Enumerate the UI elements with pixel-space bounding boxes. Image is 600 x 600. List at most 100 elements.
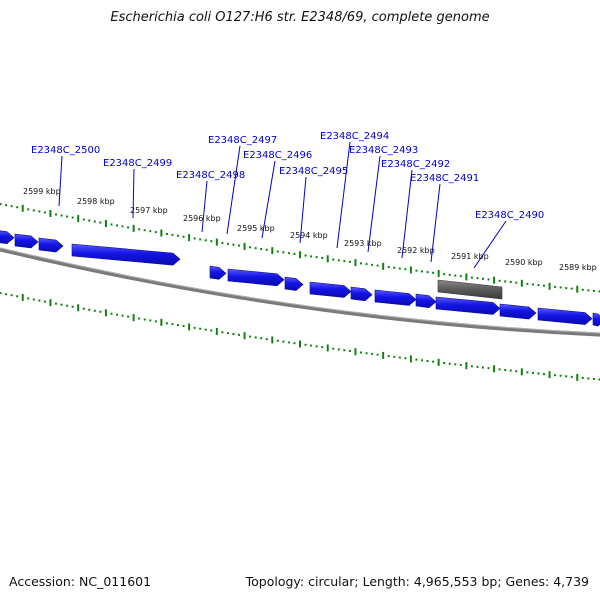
scale-dot [43,300,46,303]
gene-arrow [209,265,227,280]
scale-dot [254,336,257,339]
scale-tick-label: 2592 kbp [397,246,435,255]
scale-dot [554,374,557,377]
scale-dot [432,271,435,274]
scale-dot [110,312,113,315]
scale-dot [376,264,379,267]
scale-dot [598,290,600,293]
scale-dot [543,284,545,287]
scale-dot [476,365,479,368]
scale-dot [0,292,2,295]
scale-dot [82,218,85,221]
scale-dot [238,244,240,247]
scale-dot [66,304,69,307]
scale-dot [99,221,102,224]
scale-dot [276,339,279,342]
scale-dot [337,348,340,351]
scale-dot [487,367,490,370]
scale-dot [82,307,85,310]
scale-dot [387,355,390,358]
scale-dot [43,211,46,214]
genome-backbone-highlight [0,247,600,334]
gene-label[interactable]: E2348C_2499 [103,158,172,169]
gene-arrow [592,312,600,327]
scale-dot [470,276,473,279]
scale-dot [537,284,540,287]
scale-dot [559,374,562,377]
scale-dot [415,269,418,272]
scale-dot [321,346,324,349]
scale-dot [165,322,168,325]
scale-dot [315,345,318,348]
scale-dot [443,362,446,365]
scale-dot [337,259,340,262]
gene-arrow [374,289,417,306]
scale-dot [332,347,335,350]
scale-dot [531,371,534,374]
scale-dot [470,365,473,368]
scale-dot [5,293,8,296]
scale-dot [581,288,584,291]
scale-dot [282,251,285,254]
scale-dot [487,278,490,281]
scale-dot [38,299,41,302]
gene-label[interactable]: E2348C_2495 [279,166,348,177]
scale-dot [121,314,124,317]
scale-dot [287,341,290,344]
scale-dot [304,343,307,346]
scale-dot [199,238,202,241]
scale-tick-label: 2597 kbp [130,206,168,215]
scale-dot [282,340,285,343]
scale-dot [71,216,74,219]
scale-dot [27,208,30,211]
scale-dot [371,263,374,266]
gene-label[interactable]: E2348C_2498 [176,170,245,181]
scale-dot [365,352,368,355]
scale-dot [531,283,534,286]
scale-dot [565,287,568,290]
gene-label[interactable]: E2348C_2490 [475,210,544,221]
scale-dot [526,371,529,374]
scale-dot [404,357,407,360]
scale-dot [459,363,462,366]
scale-dot [88,219,91,222]
scale-dot [287,252,290,255]
scale-dot [526,282,529,285]
gene-label[interactable]: E2348C_2494 [320,131,389,142]
leader-line [261,160,276,239]
gene-label[interactable]: E2348C_2491 [410,173,479,184]
gene-label[interactable]: E2348C_2497 [208,135,277,146]
scale-dot [249,335,252,338]
scale-dot [426,271,429,274]
gene-label[interactable]: E2348C_2493 [349,145,418,156]
gene-labels: E2348C_2500 E2348C_2499 E2348C_2498 E234… [31,131,544,221]
scale-dot [165,232,168,235]
scale-dot [149,230,152,233]
scale-dot [171,233,174,236]
scale-dot [570,375,573,378]
leader-line [336,141,351,249]
scale-dot [249,246,252,249]
scale-dot [321,256,324,259]
gene-features [0,230,600,327]
scale-tick-label: 2598 kbp [77,197,115,206]
scale-dot [138,228,141,231]
map-title: Escherichia coli O127:H6 str. E2348/69, … [110,10,490,25]
scale-dot [443,273,446,276]
scale-dot [482,366,484,369]
gene-label[interactable]: E2348C_2500 [31,145,100,156]
scale-dot [515,281,518,284]
gene-label[interactable]: E2348C_2492 [381,159,450,170]
scale-dot [504,280,507,283]
gene-label[interactable]: E2348C_2496 [243,150,312,161]
scale-dot [587,377,590,380]
scale-dot [204,239,207,242]
genome-backbone [0,247,600,337]
gene-arrow [284,276,304,291]
gene-arrow [227,268,285,287]
scale-dot [171,323,174,326]
scale-dot [348,260,351,263]
gene-arrow [435,296,501,315]
scale-dot [332,258,335,261]
